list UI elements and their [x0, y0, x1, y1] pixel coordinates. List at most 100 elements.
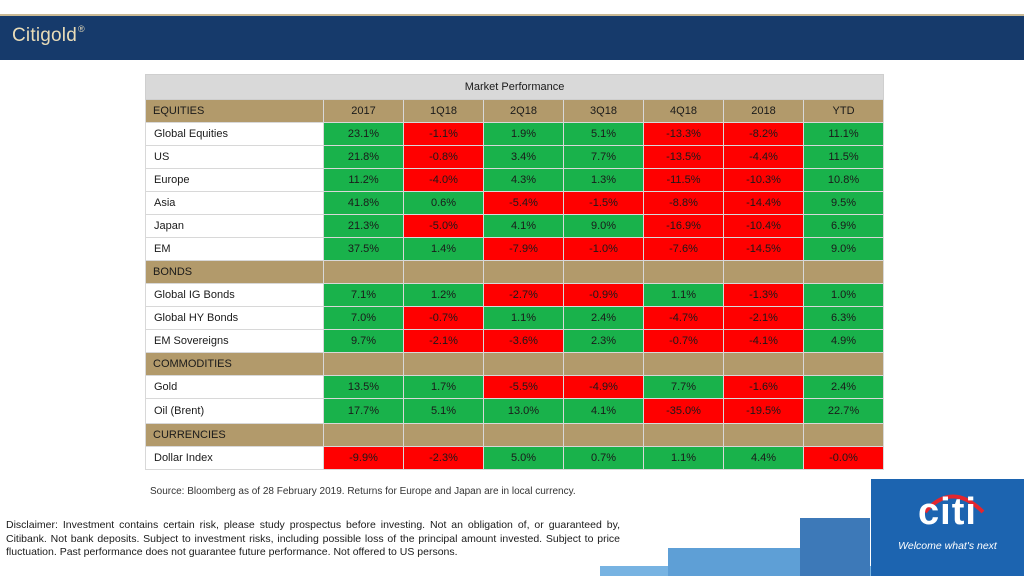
value-cell: 4.1% [563, 398, 644, 424]
value-cell: 4.9% [802, 329, 885, 353]
row-label: Japan [145, 214, 324, 238]
value-cell: 13.5% [323, 375, 404, 399]
column-header: 2018 [723, 99, 804, 123]
value-cell: 4.3% [483, 168, 564, 192]
value-cell: -2.7% [483, 283, 564, 307]
section-spacer-cell [323, 352, 404, 376]
value-cell: -2.3% [403, 446, 484, 470]
section-label: CURRENCIES [145, 423, 324, 447]
column-header: 3Q18 [563, 99, 644, 123]
value-cell: 9.0% [563, 214, 644, 238]
market-performance-table-wrap: Market Performance EQUITIES 2017 1Q18 2Q18 3… [144, 74, 885, 470]
value-cell: -14.4% [723, 191, 804, 215]
section-spacer-cell [563, 260, 644, 284]
value-cell: 37.5% [323, 237, 404, 261]
row-label: Global IG Bonds [145, 283, 324, 307]
value-cell: 7.1% [323, 283, 404, 307]
table-row: Global Equities 23.1% -1.1% 1.9% 5.1% -13.3% -… [145, 122, 885, 146]
section-spacer-cell [802, 423, 885, 447]
section-spacer-cell [563, 423, 644, 447]
value-cell: -11.5% [643, 168, 724, 192]
value-cell: 2.4% [563, 306, 644, 330]
value-cell: 1.2% [403, 283, 484, 307]
value-cell: 21.3% [323, 214, 404, 238]
row-label: US [145, 145, 324, 169]
row-label: Global HY Bonds [145, 306, 324, 330]
value-cell: 4.4% [723, 446, 804, 470]
value-cell: -5.5% [483, 375, 564, 399]
top-rule [0, 0, 1024, 16]
value-cell: 0.6% [403, 191, 484, 215]
value-cell: -35.0% [643, 398, 724, 424]
value-cell: 1.3% [563, 168, 644, 192]
column-header: 2017 [323, 99, 404, 123]
value-cell: -4.1% [723, 329, 804, 353]
value-cell: -10.4% [723, 214, 804, 238]
section-spacer-cell [723, 423, 804, 447]
value-cell: 7.7% [643, 375, 724, 399]
column-header: 1Q18 [403, 99, 484, 123]
value-cell: -13.3% [643, 122, 724, 146]
section-spacer-cell [643, 260, 724, 284]
table-row: Japan 21.3% -5.0% 4.1% 9.0% -16.9% -10.4% 6.9% [145, 214, 885, 238]
section-row-bonds: BONDS [145, 260, 885, 284]
section-spacer-cell [323, 260, 404, 284]
row-label: Dollar Index [145, 446, 324, 470]
value-cell: 6.3% [802, 306, 885, 330]
section-spacer-cell [403, 352, 484, 376]
section-spacer-cell [802, 260, 885, 284]
value-cell: -9.9% [323, 446, 404, 470]
source-note: Source: Bloomberg as of 28 February 2019… [150, 486, 576, 497]
value-cell: 9.7% [323, 329, 404, 353]
value-cell: 7.0% [323, 306, 404, 330]
section-spacer-cell [483, 352, 564, 376]
value-cell: -4.7% [643, 306, 724, 330]
section-spacer-cell [403, 423, 484, 447]
value-cell: -19.5% [723, 398, 804, 424]
value-cell: -1.1% [403, 122, 484, 146]
value-cell: 5.1% [403, 398, 484, 424]
logo-tagline: Welcome what's next [898, 540, 997, 552]
value-cell: 7.7% [563, 145, 644, 169]
value-cell: 11.5% [802, 145, 885, 169]
table-row: Asia 41.8% 0.6% -5.4% -1.5% -8.8% -14.4% 9.5% [145, 191, 885, 215]
value-cell: -0.9% [563, 283, 644, 307]
table-row: Oil (Brent) 17.7% 5.1% 13.0% 4.1% -35.0% -19.5… [145, 398, 885, 424]
decor-stripe [800, 518, 870, 576]
value-cell: -5.4% [483, 191, 564, 215]
section-spacer-cell [802, 352, 885, 376]
section-spacer-cell [643, 423, 724, 447]
value-cell: 11.1% [802, 122, 885, 146]
value-cell: 1.9% [483, 122, 564, 146]
table-title: Market Performance [144, 74, 885, 100]
value-cell: -1.0% [563, 237, 644, 261]
section-spacer-cell [483, 423, 564, 447]
value-cell: -3.6% [483, 329, 564, 353]
table-row: Gold 13.5% 1.7% -5.5% -4.9% 7.7% -1.6% 2.4% [145, 375, 885, 399]
value-cell: 17.7% [323, 398, 404, 424]
section-label: BONDS [145, 260, 324, 284]
value-cell: 10.8% [802, 168, 885, 192]
value-cell: 6.9% [802, 214, 885, 238]
value-cell: -4.9% [563, 375, 644, 399]
value-cell: -16.9% [643, 214, 724, 238]
value-cell: 13.0% [483, 398, 564, 424]
value-cell: -4.0% [403, 168, 484, 192]
section-spacer-cell [483, 260, 564, 284]
row-label: Gold [145, 375, 324, 399]
value-cell: 1.7% [403, 375, 484, 399]
value-cell: 3.4% [483, 145, 564, 169]
section-label: EQUITIES [145, 99, 324, 123]
value-cell: -2.1% [403, 329, 484, 353]
table-row: Europe 11.2% -4.0% 4.3% 1.3% -11.5% -10.3% 10.8… [145, 168, 885, 192]
value-cell: -8.2% [723, 122, 804, 146]
value-cell: 5.0% [483, 446, 564, 470]
value-cell: 2.4% [802, 375, 885, 399]
section-row-currencies: CURRENCIES [145, 423, 885, 447]
section-row-commodities: COMMODITIES [145, 352, 885, 376]
value-cell: -8.8% [643, 191, 724, 215]
row-label: EM Sovereigns [145, 329, 324, 353]
value-cell: -0.7% [643, 329, 724, 353]
column-header: 4Q18 [643, 99, 724, 123]
value-cell: -14.5% [723, 237, 804, 261]
